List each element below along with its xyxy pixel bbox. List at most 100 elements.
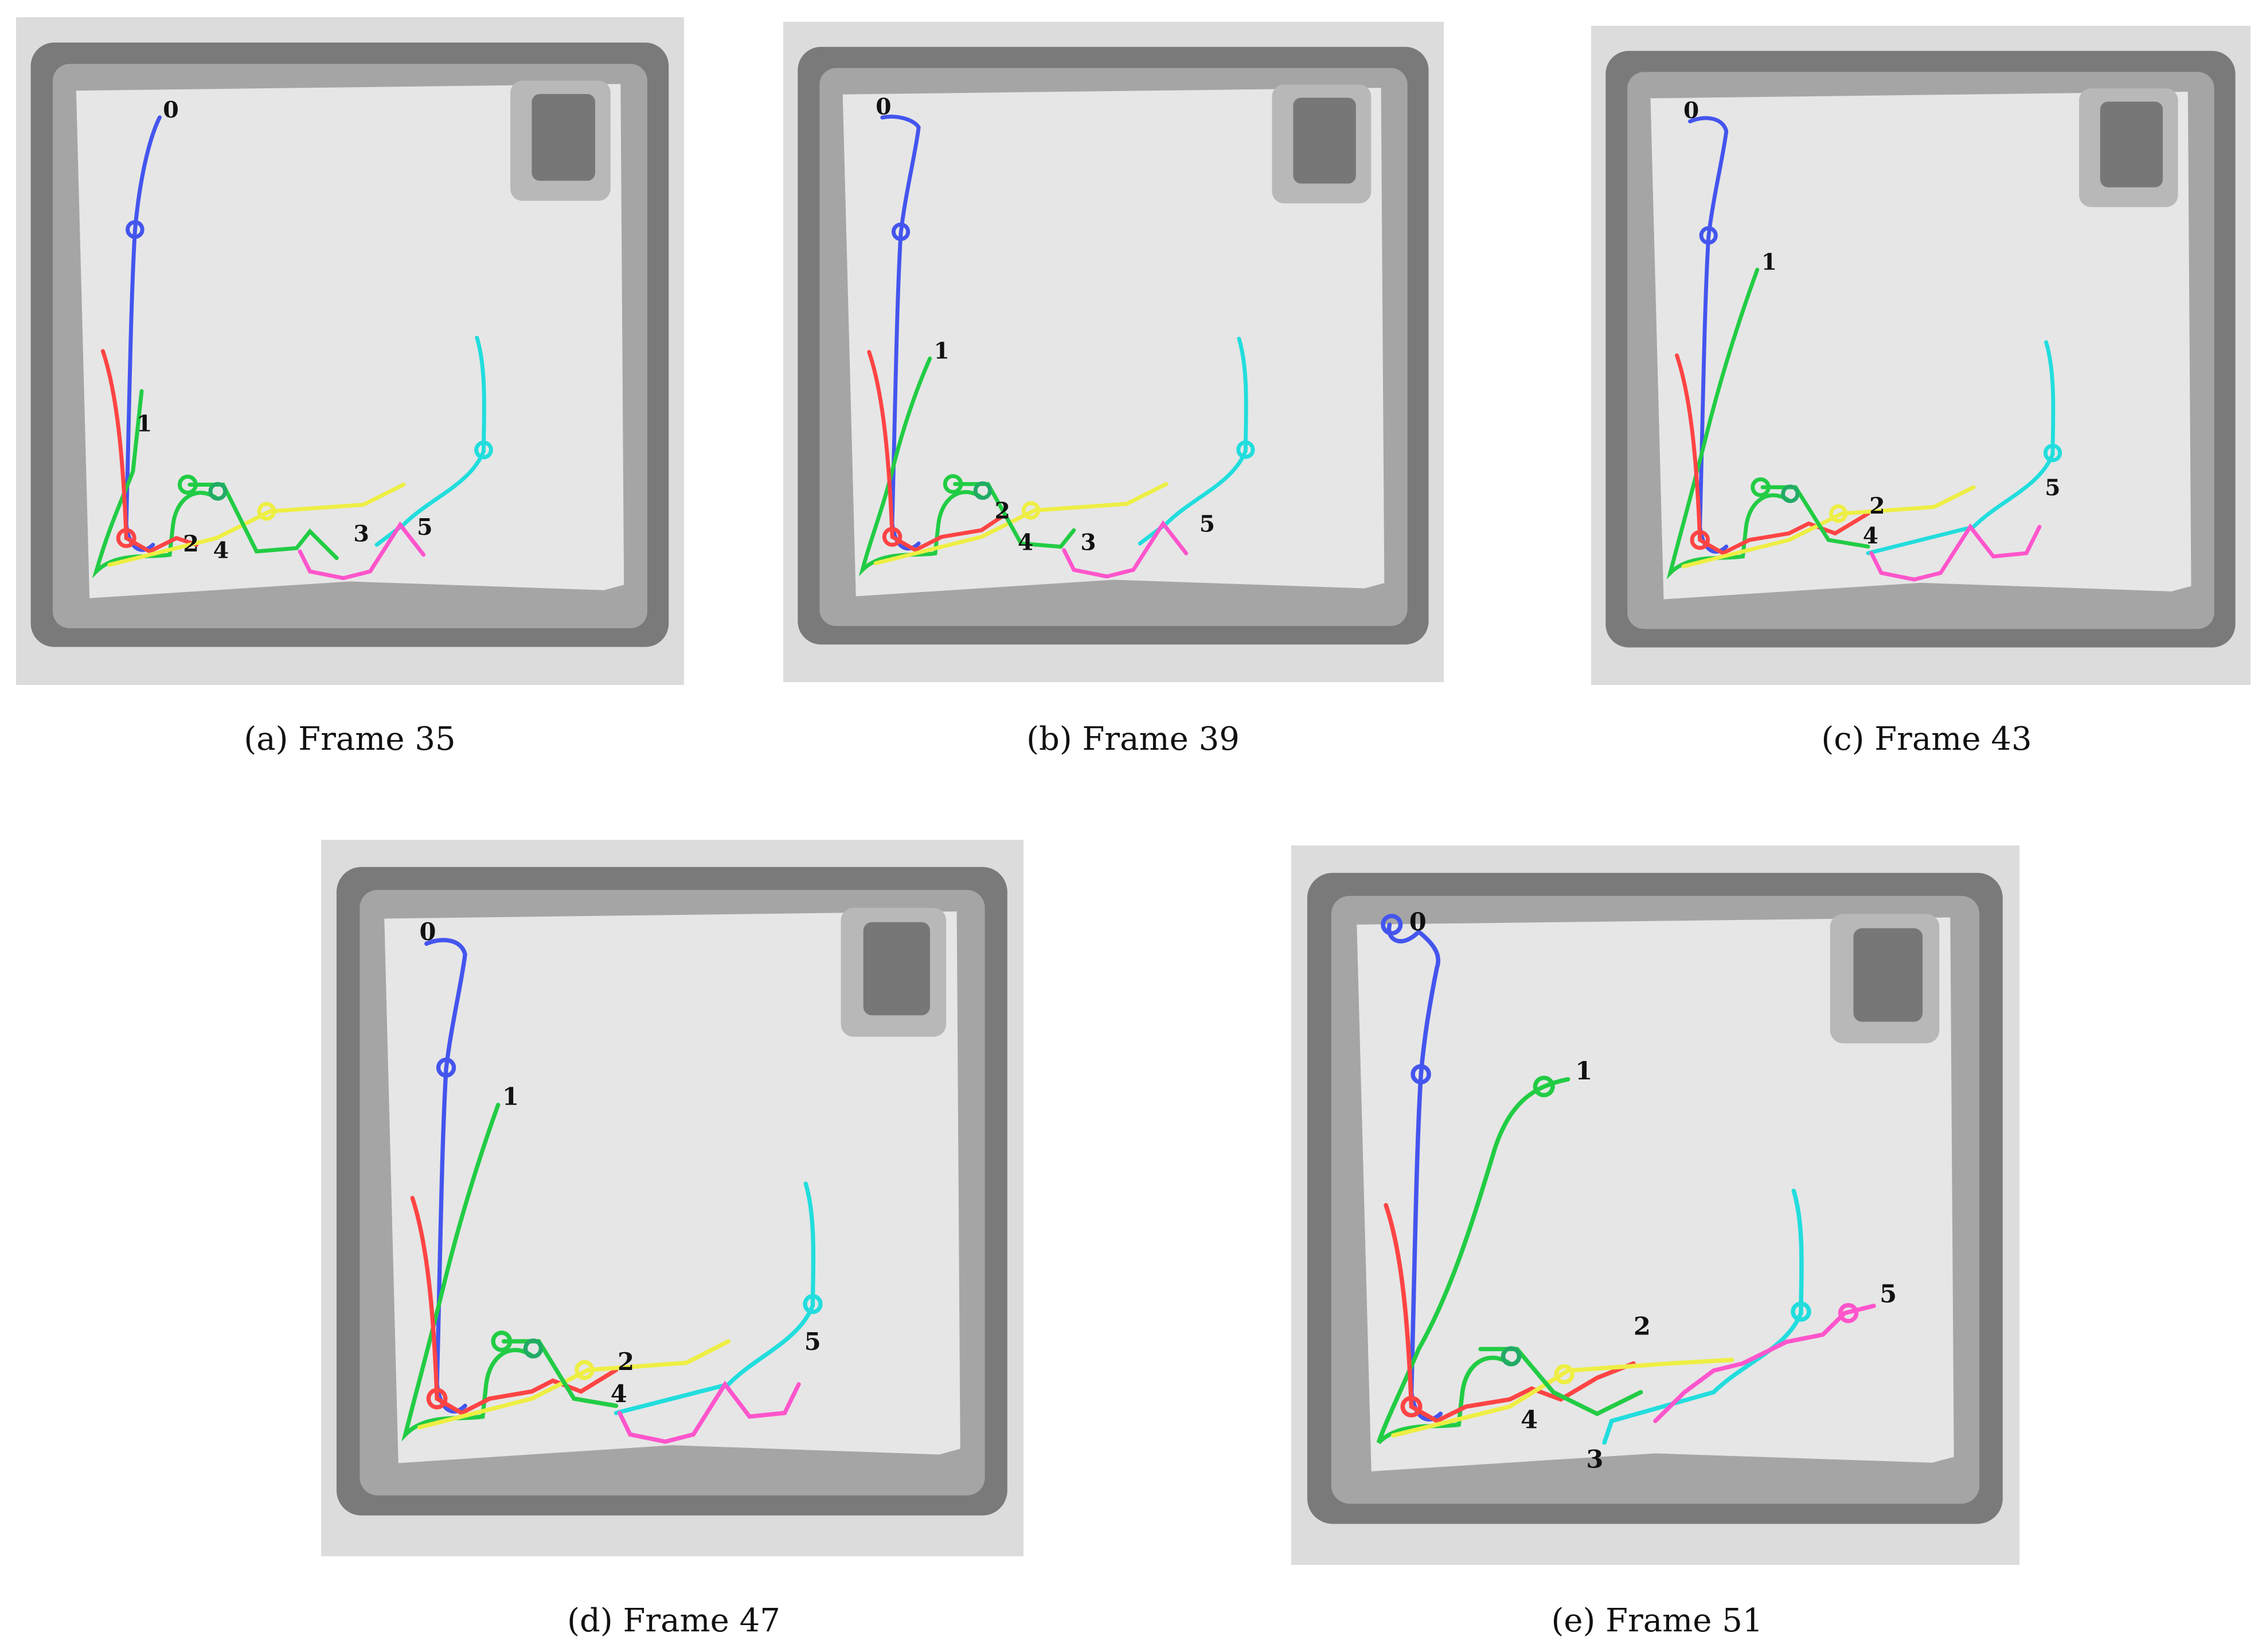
track-4 — [614, 1181, 816, 1415]
panel-c: 0 1 2 4 5 — [1591, 26, 2251, 685]
track-4-marker — [474, 440, 493, 460]
track-5 — [1062, 520, 1189, 579]
track-1b-marker — [1781, 484, 1800, 503]
track-3-marker — [575, 1360, 595, 1380]
arena-image: 0 1 2 4 3 5 — [16, 17, 684, 685]
caption-a: (a) Frame 35 — [244, 721, 456, 758]
track-label-4: 4 — [1863, 523, 1878, 549]
track-label-0: 0 — [876, 93, 891, 120]
trajectories — [1666, 116, 2062, 582]
track-2 — [100, 349, 199, 554]
track-label-3: 3 — [1080, 530, 1096, 556]
track-2-marker — [882, 527, 903, 547]
track-label-5: 5 — [1200, 511, 1215, 537]
arena-floor — [842, 88, 1385, 597]
track-1b-marker — [208, 481, 228, 501]
track-2 — [867, 350, 1003, 553]
track-0-marker — [891, 222, 911, 241]
track-4-marker — [803, 1294, 823, 1314]
track-2 — [1675, 353, 1870, 555]
track-label-4: 4 — [611, 1379, 627, 1408]
track-label-4: 4 — [213, 538, 229, 564]
track-2-marker — [116, 528, 136, 549]
arena-floor — [1357, 917, 1954, 1471]
track-1b-marker — [973, 481, 993, 500]
arena-image: 0 1 2 4 3 5 — [783, 22, 1444, 682]
panel-e: 0 1 2 4 3 5 — [1291, 845, 2019, 1565]
track-0-marker — [1381, 914, 1403, 935]
panel-d: 0 1 2 4 5 — [321, 840, 1023, 1556]
track-label-2: 2 — [618, 1347, 634, 1376]
track-1b-marker — [1501, 1346, 1522, 1367]
caption-c: (c) Frame 43 — [1821, 721, 2032, 758]
track-4-marker — [1791, 1301, 1811, 1322]
track-label-2: 2 — [1634, 1313, 1651, 1341]
track-label-3: 3 — [1586, 1446, 1603, 1474]
track-2-marker — [426, 1388, 448, 1410]
track-4-marker — [2043, 444, 2062, 463]
track-label-0: 0 — [163, 97, 179, 123]
caption-b: (b) Frame 39 — [1026, 721, 1240, 758]
track-1b — [501, 1339, 619, 1408]
track-label-4: 4 — [1018, 530, 1033, 556]
track-5-marker — [1838, 1303, 1859, 1324]
feeder-inner — [1293, 97, 1356, 184]
track-3 — [1681, 485, 1976, 569]
track-4 — [374, 335, 486, 547]
arena-floor — [384, 911, 960, 1463]
trajectories — [92, 115, 493, 581]
arena-image: 0 1 2 4 5 — [1591, 26, 2251, 685]
track-0-marker-2 — [1411, 1064, 1431, 1085]
track-5 — [1869, 523, 2042, 582]
track-label-5: 5 — [417, 514, 433, 541]
track-4 — [1138, 336, 1248, 546]
track-2 — [410, 1196, 619, 1416]
track-label-3: 3 — [353, 521, 369, 547]
track-label-1: 1 — [502, 1082, 519, 1111]
track-1b — [1760, 485, 1870, 549]
track-label-2: 2 — [1869, 493, 1885, 519]
track-2-marker — [1690, 530, 1710, 550]
track-4 — [1602, 1188, 1804, 1445]
track-label-5: 5 — [1880, 1280, 1897, 1309]
track-label-1: 1 — [934, 338, 950, 365]
track-label-2: 2 — [183, 531, 199, 557]
track-2 — [1384, 1203, 1636, 1424]
track-1 — [858, 357, 984, 577]
track-1 — [1376, 1077, 1570, 1444]
track-label-4: 4 — [1521, 1406, 1538, 1435]
track-3 — [107, 483, 406, 567]
track-3-marker — [257, 502, 276, 521]
track-label-0: 0 — [1409, 908, 1427, 937]
track-1 — [1666, 268, 1791, 580]
track-3 — [1390, 1357, 1734, 1438]
arena-image: 0 1 2 4 3 5 — [1291, 845, 2019, 1565]
track-label-0: 0 — [1683, 97, 1699, 124]
track-0-marker — [126, 220, 144, 239]
track-3-marker — [1554, 1364, 1575, 1384]
feeder-inner — [532, 93, 596, 181]
track-4 — [1866, 340, 2056, 555]
caption-d: (d) Frame 47 — [567, 1602, 780, 1639]
track-1 — [401, 1102, 534, 1442]
track-label-1: 1 — [1761, 249, 1777, 276]
arena-image: 0 1 2 4 5 — [321, 840, 1023, 1556]
arena-floor — [76, 84, 624, 598]
arena-floor — [1650, 92, 2191, 600]
track-3 — [873, 481, 1169, 566]
trajectories — [1376, 914, 1876, 1445]
trajectories — [858, 115, 1255, 579]
feeder-inner — [1853, 928, 1923, 1022]
track-1b-marker — [523, 1338, 544, 1359]
track-label-5: 5 — [804, 1327, 821, 1356]
feeder-inner — [863, 922, 931, 1016]
track-5 — [617, 1380, 801, 1444]
track-label-2: 2 — [995, 498, 1010, 524]
track-2-marker — [1400, 1396, 1423, 1418]
track-label-5: 5 — [2045, 475, 2060, 501]
track-4-marker — [1236, 440, 1255, 459]
track-label-1: 1 — [1575, 1057, 1592, 1086]
panel-b: 0 1 2 4 3 5 — [783, 22, 1444, 682]
track-0-marker — [436, 1058, 456, 1078]
trajectories — [401, 938, 823, 1444]
